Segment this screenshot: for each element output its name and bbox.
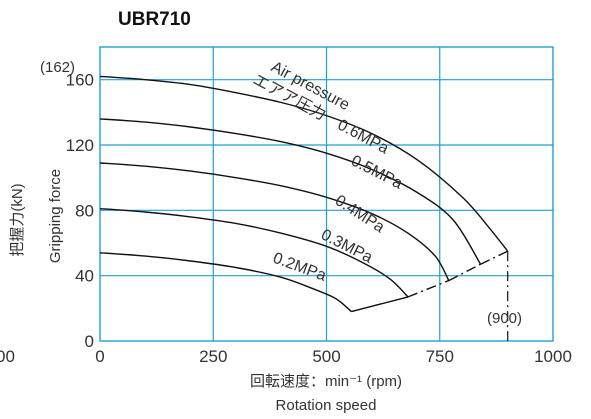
plot-frame [99,46,554,342]
limit-line-segment [351,296,409,313]
series-label-0-6: 0.6MPa [335,117,392,158]
series-line-0.2MPa [99,252,352,313]
limit-line-segment [407,279,450,298]
y-axis-label-ja: 把握力(kN) [9,183,26,256]
ymax-note: (162) [40,59,75,76]
legend-annotation: Air pressure エアア圧力 0.6MPa [250,59,392,158]
limit-line [351,250,509,341]
left-cut-tick-label: 00 [0,347,15,366]
x-axis-label-en: Rotation speed [276,397,377,414]
x-tick-label: 750 [426,347,454,366]
y-tick-label: 40 [75,267,94,286]
series-label-0-5: 0.5MPa [348,152,405,192]
series-line-0.6MPa [99,75,509,252]
x-tick-label: 0 [95,347,104,366]
y-tick-labels: 0 40 80 120 160 [66,71,94,351]
chart-title: UBR710 [118,9,191,30]
x-tick-label: 1000 [534,347,572,366]
y-tick-label: 120 [66,136,94,155]
series-curves [99,75,509,313]
x-axis-label-ja: 回転速度：min⁻¹ (rpm) [250,373,402,390]
y-axis-label-en: Gripping force [47,169,64,263]
limit-line-segment [480,250,509,265]
series-label-0-4: 0.4MPa [332,192,388,236]
series-label-0-2: 0.2MPa [271,250,329,285]
series-line-0.5MPa [99,118,482,265]
y-tick-label: 80 [75,201,94,220]
y-tick-label: 160 [66,71,94,90]
limit-line-segment [448,263,481,282]
series-line-0.4MPa [99,162,450,281]
series-line-0.3MPa [99,208,409,298]
x-tick-label: 250 [199,347,227,366]
grid [100,47,553,341]
xmax-note: (900) [487,310,522,327]
x-tick-label: 500 [312,347,340,366]
x-tick-labels: 0 250 500 750 1000 [95,347,572,366]
y-tick-label: 0 [85,332,94,351]
